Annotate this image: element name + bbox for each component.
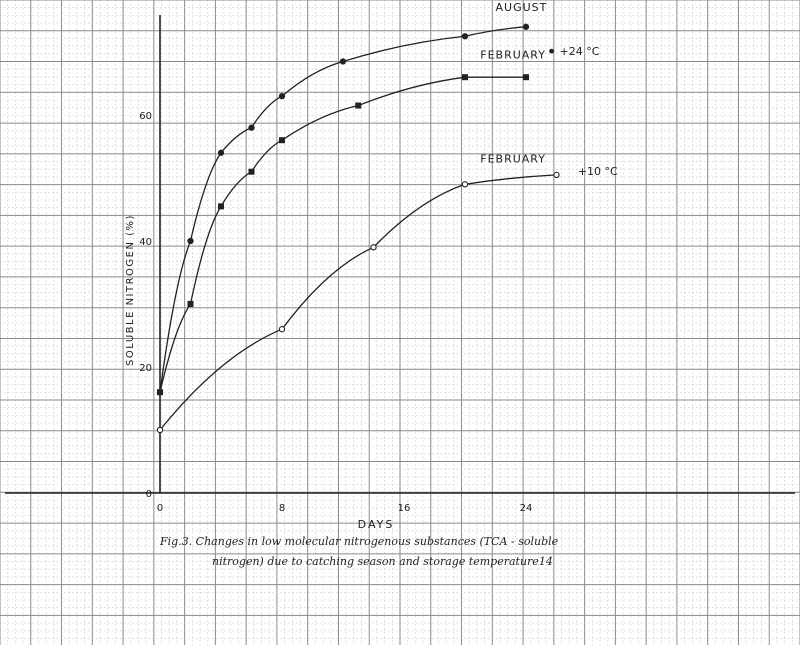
series-line-2 <box>159 174 557 431</box>
x-axis-label: DAYS <box>358 518 395 531</box>
temperature-annotation: +10 °C <box>578 165 618 178</box>
y-tick-label: 60 <box>139 111 152 122</box>
data-point <box>187 301 194 307</box>
x-tick-label: 8 <box>279 503 285 514</box>
y-tick-label: 0 <box>146 489 152 500</box>
x-tick-label: 16 <box>398 503 411 514</box>
data-point <box>370 244 377 251</box>
data-point <box>355 102 362 109</box>
data-point <box>553 171 560 178</box>
data-point <box>248 124 255 131</box>
data-point <box>218 203 224 210</box>
x-tick-label: 24 <box>520 503 533 514</box>
series-label-1: FEBRUARY <box>480 48 546 61</box>
data-point <box>156 426 164 434</box>
series-line-1 <box>159 76 527 393</box>
data-point <box>279 137 285 144</box>
data-point <box>523 74 529 81</box>
series-label-2: FEBRUARY <box>480 152 546 165</box>
figure-caption-line-2: nitrogen) due to catching season and sto… <box>212 555 553 568</box>
data-point <box>278 92 286 100</box>
data-point <box>248 168 255 175</box>
data-point <box>339 58 347 65</box>
data-point <box>462 74 468 81</box>
temperature-annotation: +24 °C <box>560 45 600 58</box>
legend-marker <box>549 48 554 54</box>
data-point <box>157 389 163 396</box>
x-tick-label: 0 <box>157 503 163 514</box>
labels: 0 8 16 24 0 20 40 60 DAYS SOLUBLE NITROGEN (%) AUG… <box>125 1 618 568</box>
data-point <box>217 149 225 156</box>
figure-caption-line-1: Fig.3. Changes in low molecular nitrogen… <box>159 535 559 548</box>
data-point <box>187 237 194 245</box>
data-point <box>522 23 530 30</box>
data-point <box>461 181 469 188</box>
series-points <box>156 23 560 434</box>
data-point <box>278 326 286 333</box>
data-point <box>461 33 469 40</box>
y-tick-label: 40 <box>139 237 152 248</box>
axes <box>5 15 795 494</box>
y-tick-label: 20 <box>139 363 152 374</box>
y-axis-label: SOLUBLE NITROGEN (%) <box>125 214 136 366</box>
series-label-0: AUGUST <box>496 1 548 14</box>
